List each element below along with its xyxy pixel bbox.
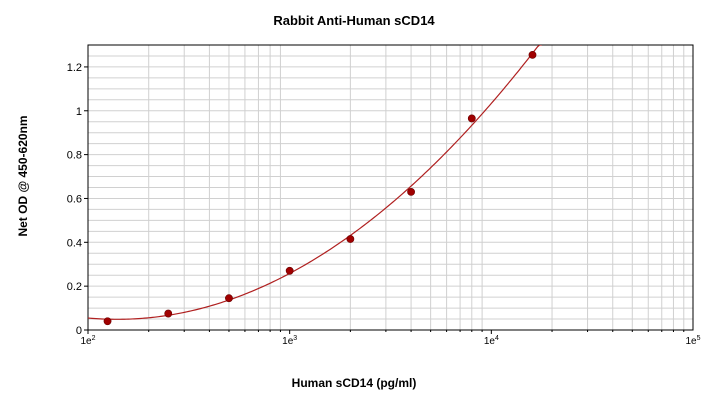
x-axis-label: Human sCD14 (pg/ml) (292, 376, 417, 390)
grid-lines (88, 45, 693, 330)
data-point (407, 187, 415, 196)
data-point (103, 317, 112, 326)
y-tick-label: 0.4 (67, 237, 82, 249)
data-points-layer (103, 50, 537, 326)
x-tick-label: 1e2 (80, 335, 95, 347)
y-tick-label: 0.8 (67, 150, 82, 162)
data-point (346, 235, 355, 243)
chart-title: Rabbit Anti-Human sCD14 (273, 13, 435, 28)
data-point (467, 114, 476, 123)
y-tick-label: 1 (76, 106, 82, 118)
x-tick-label: 1e3 (282, 335, 297, 347)
x-tick-label: 1e5 (685, 335, 700, 347)
data-point (225, 294, 233, 303)
axis-ticks-layer: 0 0.2 0.4 0.6 0.8 1 1.2 1e2 1e3 1e4 1e5 (67, 62, 701, 347)
y-axis-label: Net OD @ 450-620nm (16, 115, 30, 236)
x-tick-label: 1e4 (484, 335, 499, 347)
plot-area-frame (87, 44, 694, 331)
data-point (164, 309, 173, 318)
data-point (285, 266, 294, 275)
y-tick-label: 1.2 (67, 62, 82, 74)
y-tick-label: 0.2 (67, 281, 82, 293)
fit-curve-layer (88, 45, 542, 320)
fit-curve (88, 45, 542, 320)
data-point (528, 50, 537, 59)
y-tick-label: 0 (76, 325, 82, 337)
y-tick-label: 0.6 (67, 193, 82, 205)
